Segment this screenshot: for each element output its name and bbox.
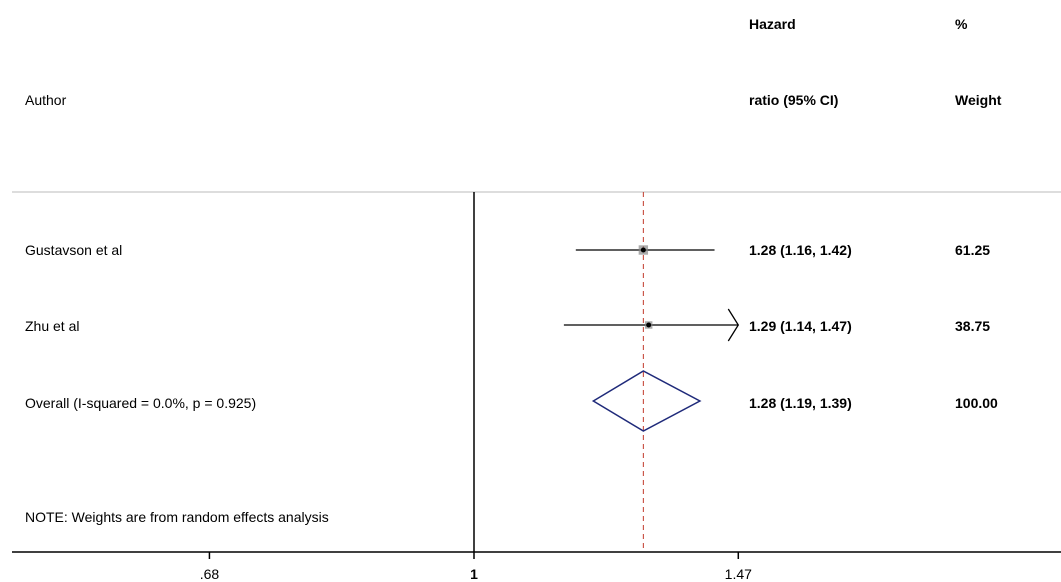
overall-weight: 100.00 — [955, 395, 998, 411]
hazard-ratio-header-line1: Hazard — [749, 16, 796, 32]
note-text: NOTE: Weights are from random effects an… — [25, 509, 329, 525]
weight-header-line2: Weight — [955, 92, 1002, 108]
x-tick-label: 1.47 — [724, 566, 752, 582]
overall-diamond — [591, 370, 702, 432]
study-weight: 38.75 — [955, 318, 991, 334]
study-ci-text: 1.29 (1.14, 1.47) — [749, 318, 852, 334]
ci-arrow — [727, 308, 740, 342]
x-tick-label: .68 — [199, 566, 220, 582]
weight-header-line1: % — [955, 16, 968, 32]
overall-label: Overall (I-squared = 0.0%, p = 0.925) — [25, 395, 257, 411]
study-point — [646, 322, 652, 328]
study-point — [640, 247, 646, 253]
overall-ci-text: 1.28 (1.19, 1.39) — [749, 395, 852, 411]
study-label: Zhu et al — [25, 318, 80, 334]
study-weight: 61.25 — [955, 242, 991, 258]
study-label: Gustavson et al — [25, 242, 123, 258]
hazard-ratio-header-line2: ratio (95% CI) — [749, 92, 839, 108]
author-header: Author — [25, 92, 67, 108]
x-tick-label: 1 — [470, 566, 478, 582]
study-ci-text: 1.28 (1.16, 1.42) — [749, 242, 852, 258]
